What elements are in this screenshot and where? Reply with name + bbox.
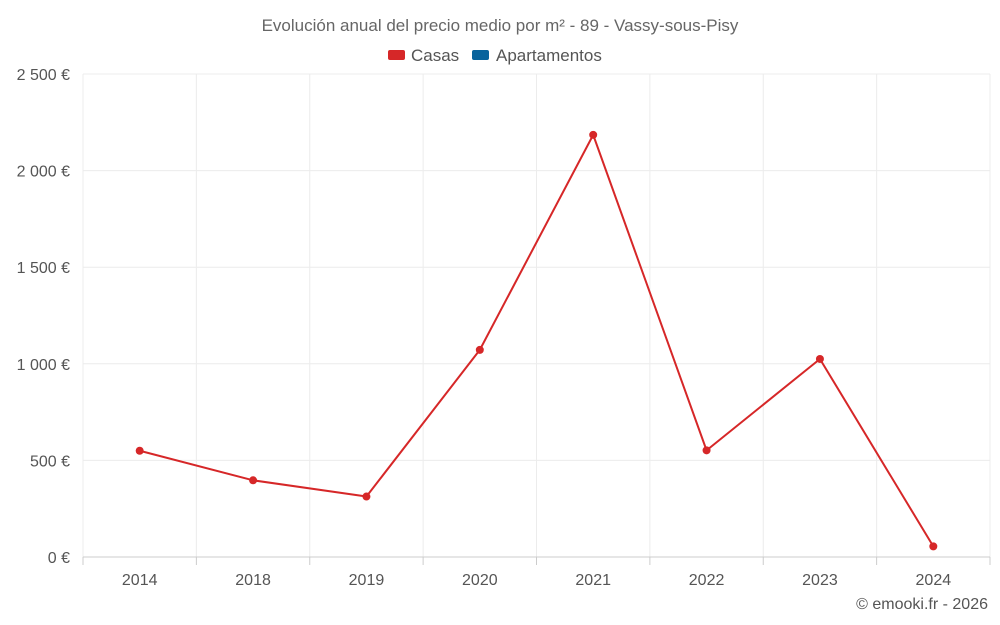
legend-label-apartamentos: Apartamentos (496, 46, 602, 65)
y-tick-label: 2 500 € (17, 67, 70, 84)
data-point-casas-2024[interactable] (929, 542, 938, 551)
data-point-casas-2014[interactable] (135, 446, 144, 455)
data-point-casas-2023[interactable] (815, 354, 824, 363)
credit-text: © emooki.fr - 2026 (856, 596, 988, 613)
legend-swatch-casas (388, 50, 405, 60)
series-line-casas (139, 133, 935, 547)
data-point-casas-2018[interactable] (249, 476, 258, 485)
legend: Casas Apartamentos (388, 46, 602, 65)
data-point-casas-2022[interactable] (702, 446, 711, 455)
data-point-casas-2019[interactable] (362, 492, 371, 501)
legend-item-apartamentos[interactable]: Apartamentos (472, 46, 602, 65)
y-tick-label: 1 000 € (17, 357, 70, 374)
series-lines (139, 133, 935, 547)
x-gridlines (82, 74, 991, 565)
y-tick-label: 1 500 € (17, 260, 70, 277)
x-tick-label: 2020 (462, 572, 498, 589)
legend-label-casas: Casas (411, 46, 459, 65)
legend-item-casas[interactable]: Casas (388, 46, 459, 65)
x-tick-label: 2018 (235, 572, 271, 589)
chart-title: Evolución anual del precio medio por m² … (262, 16, 739, 35)
y-axis-tick-labels: 0 € 500 € 1 000 € 1 500 € 2 000 € 2 500 € (17, 67, 70, 567)
x-tick-label: 2023 (802, 572, 838, 589)
y-tick-label: 500 € (30, 453, 70, 470)
data-point-casas-2020[interactable] (475, 345, 484, 354)
x-axis-tick-labels: 2014 2018 2019 2020 2021 2022 2023 2024 (122, 572, 951, 589)
series-points (135, 130, 938, 551)
y-tick-label: 0 € (48, 550, 70, 567)
y-tick-label: 2 000 € (17, 164, 70, 181)
x-tick-label: 2021 (575, 572, 611, 589)
data-point-casas-2021[interactable] (589, 130, 598, 139)
x-tick-label: 2022 (689, 572, 725, 589)
x-tick-label: 2014 (122, 572, 158, 589)
x-tick-label: 2024 (916, 572, 952, 589)
legend-swatch-apartamentos (472, 50, 489, 60)
x-tick-label: 2019 (349, 572, 385, 589)
